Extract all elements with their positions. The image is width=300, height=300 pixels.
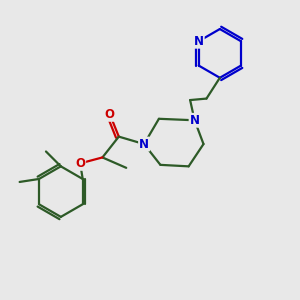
- Text: O: O: [75, 157, 85, 170]
- Text: N: N: [139, 138, 149, 151]
- Text: O: O: [105, 108, 115, 121]
- Text: N: N: [190, 114, 200, 127]
- Text: N: N: [194, 35, 204, 48]
